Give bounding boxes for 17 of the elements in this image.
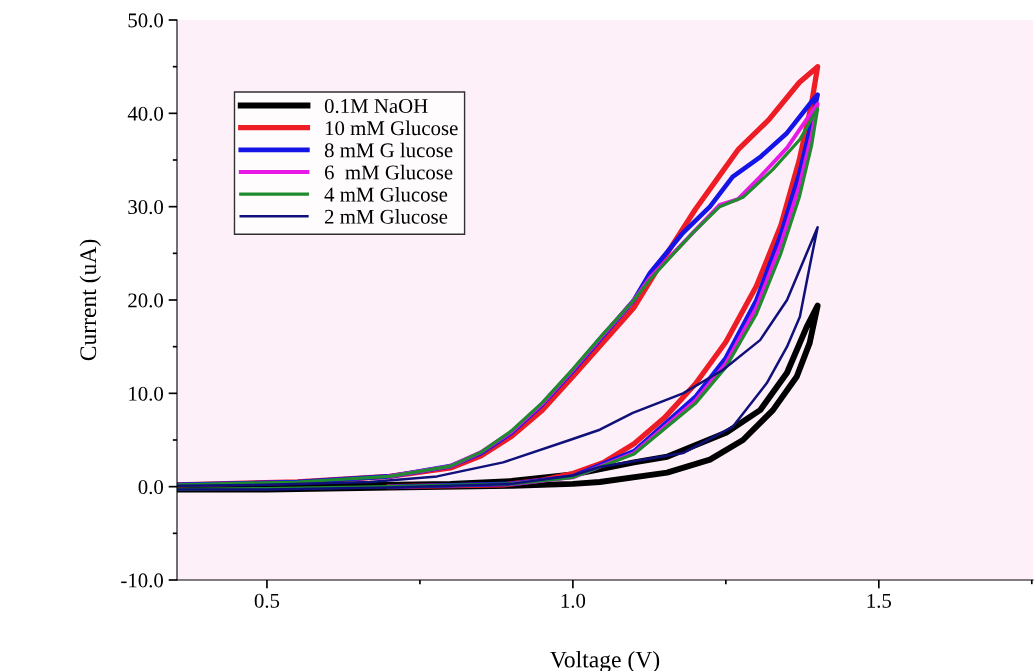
x-tick-label: 1.5 bbox=[867, 593, 892, 608]
legend-label: 2 mM Glucose bbox=[324, 209, 448, 224]
y-tick-label: 40.0 bbox=[127, 106, 164, 121]
y-tick-label: 20.0 bbox=[128, 293, 164, 308]
y-axis-title: Current (uA) bbox=[79, 239, 101, 361]
legend-label: 4 mM Glucose bbox=[324, 186, 448, 202]
y-tick-label: 50.0 bbox=[128, 13, 164, 28]
legend-label: 8 mM G lucose bbox=[324, 142, 453, 158]
legend-label: 6 mM Glucose bbox=[324, 164, 453, 180]
y-tick-label: -10.0 bbox=[121, 573, 164, 588]
y-tick-label: 10.0 bbox=[129, 386, 164, 401]
y-tick-label: 0.0 bbox=[138, 480, 164, 495]
y-tick-label: 30.0 bbox=[128, 200, 164, 215]
x-tick-label: 1.0 bbox=[561, 593, 586, 608]
legend-label: 0.1M NaOH bbox=[324, 99, 428, 114]
legend-label: 10 mM Glucose bbox=[325, 120, 458, 136]
x-tick-label: 0.5 bbox=[254, 593, 280, 608]
